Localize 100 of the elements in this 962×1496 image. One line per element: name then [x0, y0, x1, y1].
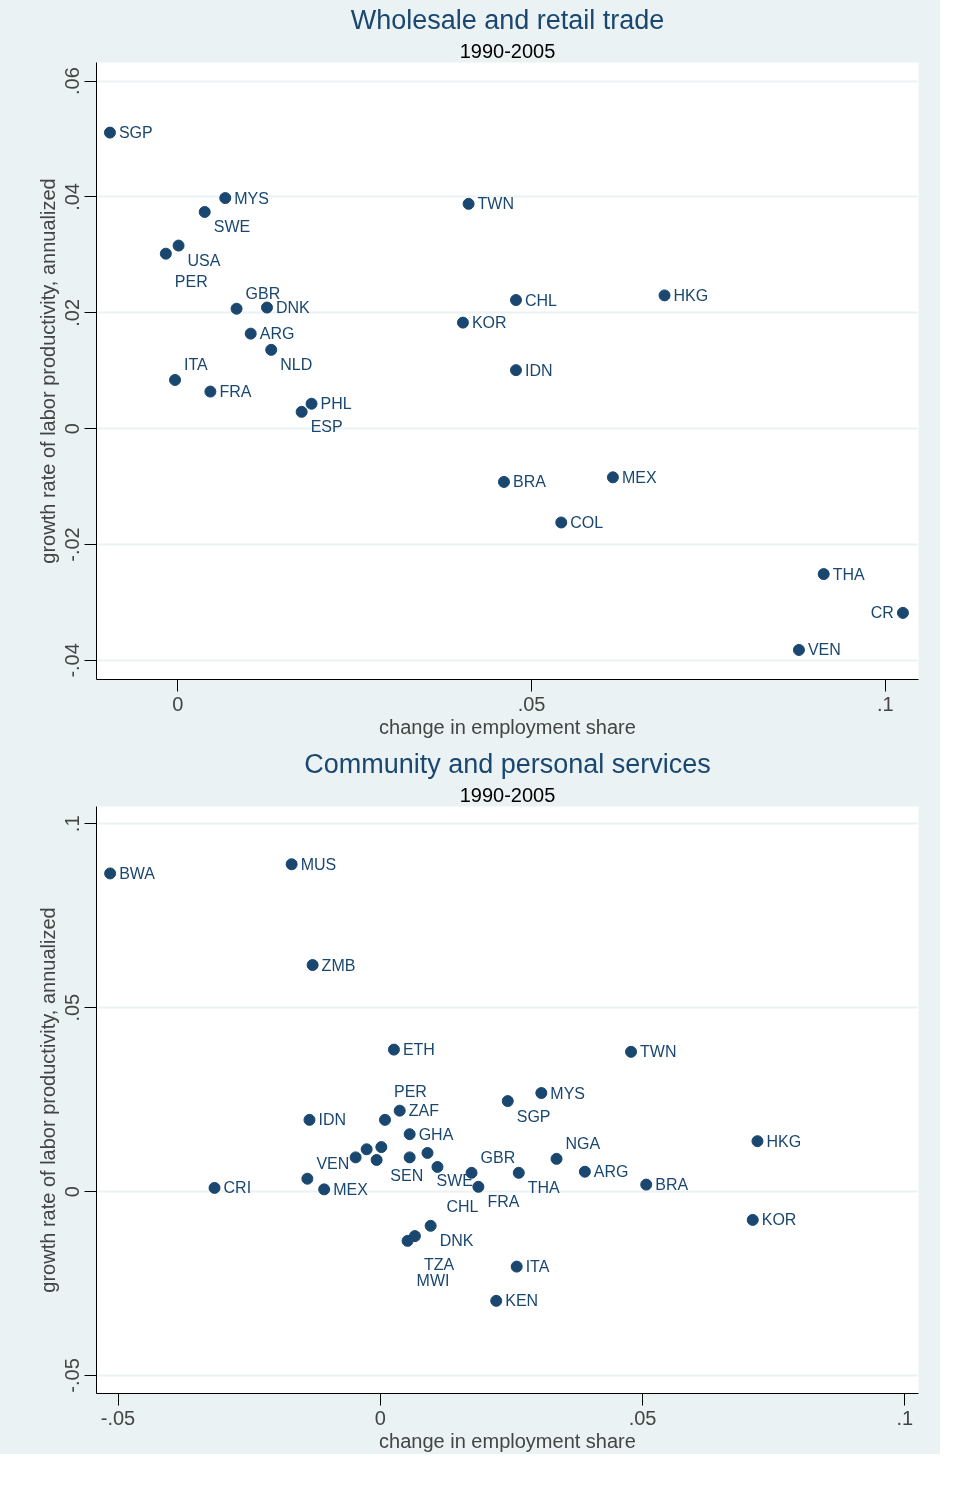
- annotation: SGP: [118, 124, 153, 142]
- point: [260, 301, 273, 314]
- annotation: DNK: [275, 299, 311, 317]
- point: [208, 1181, 221, 1194]
- x-tick-label: 0: [374, 1406, 386, 1429]
- annotation: CRI: [223, 1179, 252, 1197]
- annotation: MYS: [550, 1084, 586, 1102]
- point: [387, 1043, 400, 1056]
- annotation: SWE: [436, 1172, 473, 1190]
- point: [424, 1219, 437, 1232]
- point: [431, 1160, 444, 1173]
- point: [578, 1165, 591, 1178]
- chart-subtitle: 1990-2005: [459, 39, 556, 62]
- point: [472, 1180, 485, 1193]
- x-tick-label: .05: [517, 692, 546, 715]
- point: [379, 1113, 392, 1126]
- point: [285, 858, 298, 871]
- annotation: PER: [174, 273, 208, 291]
- point: [512, 1166, 525, 1179]
- annotation: COL: [570, 514, 604, 531]
- y-tick-label: .06: [61, 67, 84, 95]
- chart-title: Wholesale and retail trade: [350, 4, 665, 35]
- annotation: ITA: [525, 1258, 550, 1276]
- annotation: IDN: [524, 361, 553, 379]
- point: [751, 1135, 764, 1148]
- annotation: VEN: [316, 1155, 350, 1173]
- point: [159, 247, 172, 260]
- y-tick-label: -.02: [61, 527, 84, 562]
- x-tick-label: 0: [172, 692, 184, 715]
- y-tick-label: .04: [61, 183, 84, 211]
- annotation: BRA: [655, 1176, 689, 1194]
- point: [401, 1234, 414, 1247]
- annotation: FRA: [487, 1193, 520, 1211]
- point: [349, 1151, 362, 1164]
- x-tick-label: .1: [896, 1406, 914, 1429]
- x-tick-label: .1: [876, 692, 894, 715]
- annotation: PER: [394, 1083, 427, 1101]
- point: [219, 192, 232, 205]
- point: [403, 1128, 416, 1141]
- y-tick-label: 0: [61, 423, 84, 435]
- point: [172, 239, 185, 252]
- chart-subtitle: 1990-2005: [459, 783, 556, 806]
- point: [510, 1260, 523, 1273]
- annotation: MEX: [621, 468, 657, 486]
- annotation: TZA: [423, 1255, 455, 1273]
- annotation: USA: [187, 252, 221, 270]
- point: [555, 516, 568, 529]
- point: [244, 327, 257, 340]
- y-tick-label: -.05: [61, 1358, 84, 1393]
- point: [393, 1104, 406, 1117]
- point: [301, 1172, 314, 1185]
- annotation: PHL: [320, 395, 352, 413]
- annotation: TWN: [477, 195, 515, 213]
- point: [421, 1146, 434, 1159]
- annotation: MYS: [234, 189, 269, 207]
- point: [509, 294, 522, 307]
- point: [204, 385, 217, 398]
- annotation: KEN: [505, 1292, 539, 1310]
- annotation: SWE: [213, 218, 251, 236]
- y-axis-title: growth rate of labor productivity, annualized: [36, 907, 59, 1293]
- point: [456, 316, 469, 329]
- point: [606, 471, 619, 484]
- point: [497, 475, 510, 488]
- annotation: ARG: [593, 1163, 629, 1181]
- annotation: SGP: [516, 1107, 551, 1125]
- x-axis-title: change in employment share: [379, 1429, 636, 1452]
- annotation: MEX: [333, 1180, 369, 1198]
- x-axis-title: change in employment share: [379, 715, 636, 738]
- annotation: BWA: [119, 864, 156, 882]
- annotation: IDN: [318, 1111, 347, 1129]
- point: [104, 867, 117, 880]
- y-tick-label: 0: [61, 1186, 84, 1198]
- point: [230, 302, 243, 315]
- annotation: GHA: [418, 1125, 454, 1143]
- annotation: SEN: [390, 1166, 424, 1184]
- point: [792, 643, 805, 656]
- point: [462, 197, 475, 210]
- annotation: GBR: [480, 1149, 516, 1167]
- point: [746, 1213, 759, 1226]
- annotation: ARG: [259, 325, 295, 343]
- y-tick-label: .05: [61, 993, 84, 1022]
- annotation: VEN: [807, 641, 841, 659]
- point: [490, 1294, 503, 1307]
- annotation: TWN: [640, 1043, 677, 1061]
- y-tick-label: -.04: [61, 643, 84, 678]
- point: [360, 1143, 373, 1156]
- point: [198, 205, 211, 218]
- annotation: ESP: [310, 418, 343, 436]
- point: [509, 364, 522, 377]
- point: [817, 568, 830, 581]
- point: [303, 1113, 316, 1126]
- annotation: ZMB: [321, 956, 356, 974]
- point: [305, 397, 318, 410]
- annotation: ITA: [184, 356, 209, 374]
- annotation: NGA: [565, 1135, 601, 1153]
- annotation: FRA: [219, 383, 252, 401]
- chart-title: Community and personal services: [304, 748, 711, 779]
- point: [640, 1178, 653, 1191]
- point: [535, 1087, 548, 1099]
- point: [658, 289, 671, 302]
